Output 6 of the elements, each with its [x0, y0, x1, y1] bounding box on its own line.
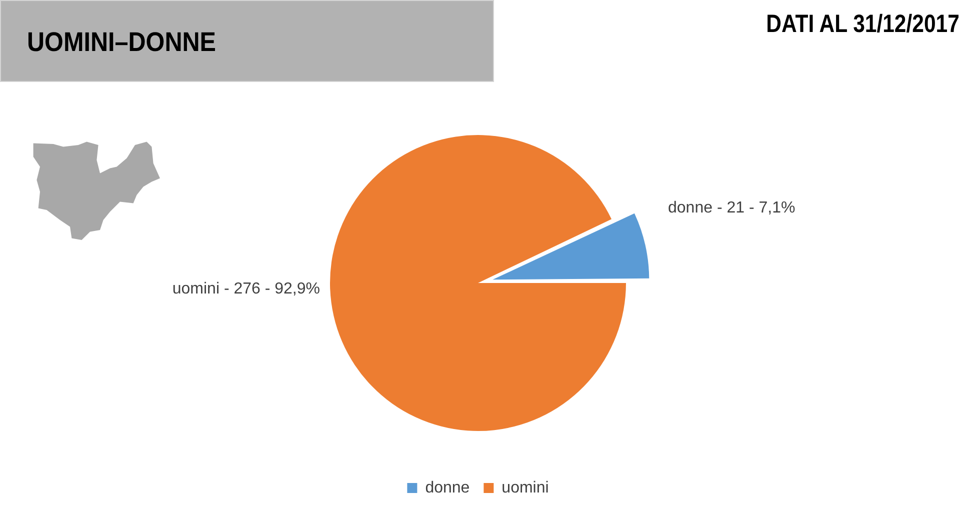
text: donne - 21 - 7,1%: [668, 199, 796, 216]
text: DATI AL 31/12/2017: [766, 10, 959, 38]
legend-label: donne: [425, 479, 470, 496]
text: uomini - 276 - 92,9%: [172, 280, 320, 298]
chart-title: UOMINI–DONNE: [27, 27, 216, 57]
legend-label: uomini: [502, 479, 549, 496]
